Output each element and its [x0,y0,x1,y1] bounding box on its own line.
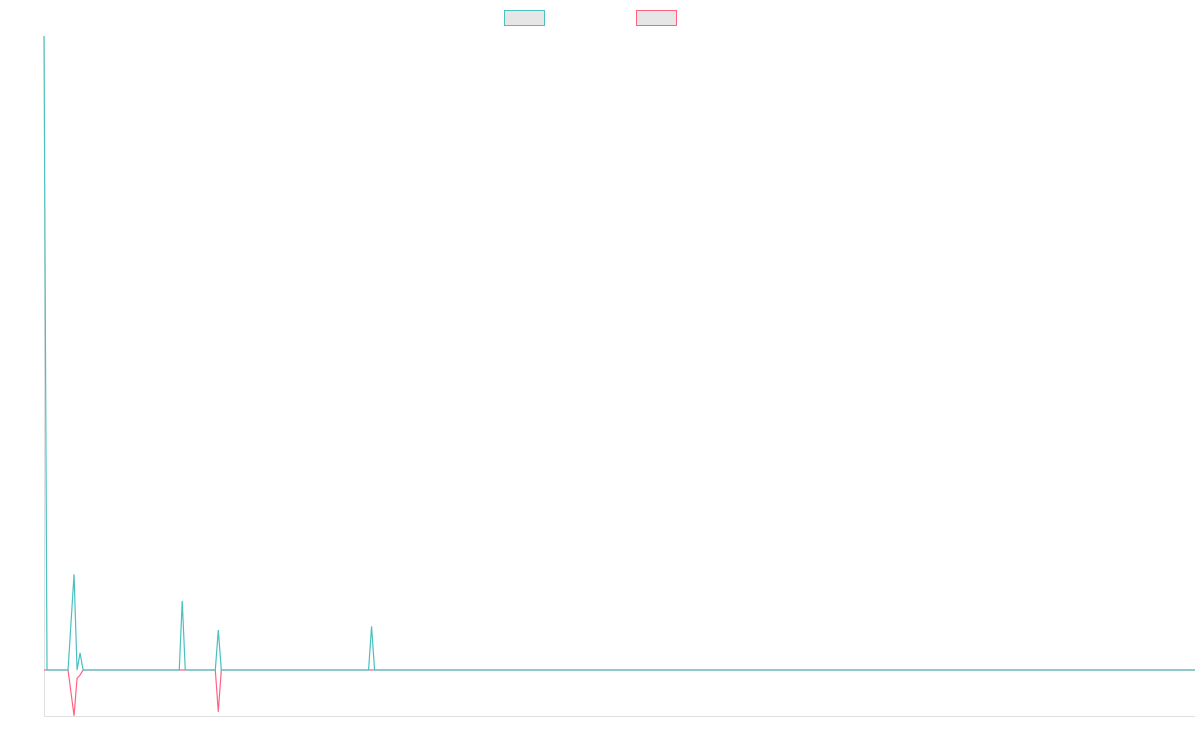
legend-swatch [504,10,545,26]
data-line [43,35,1195,671]
data-line [44,669,1195,716]
legend-swatch [636,10,677,26]
